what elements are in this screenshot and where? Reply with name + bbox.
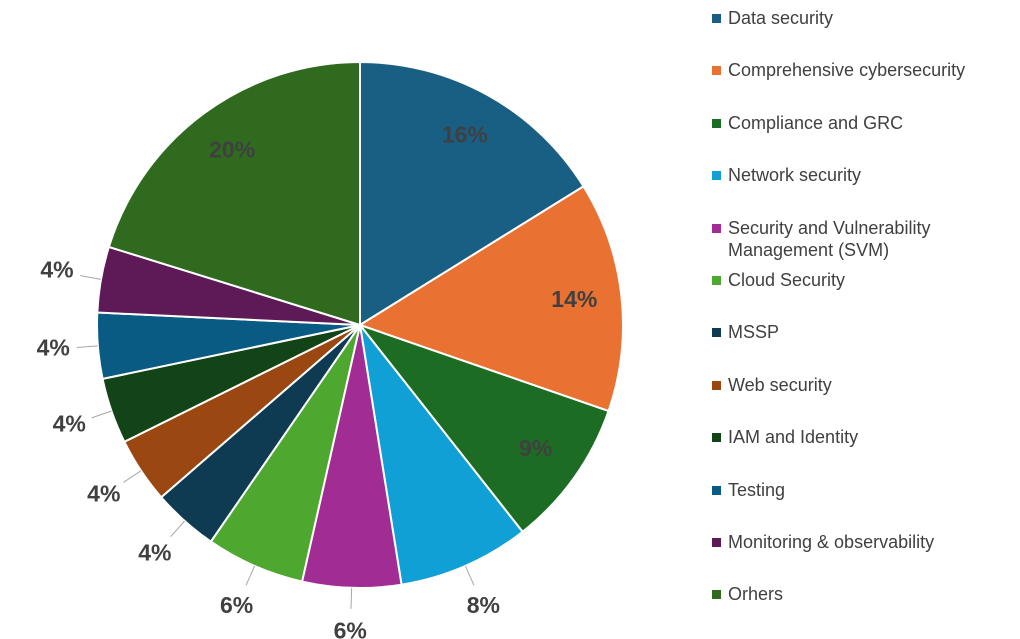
data-label: 9% bbox=[519, 435, 552, 461]
pie-slice bbox=[357, 322, 610, 534]
legend-label: Orhers bbox=[728, 584, 784, 605]
data-label: 4% bbox=[53, 411, 86, 437]
legend-swatch bbox=[712, 433, 721, 443]
pie-area: 16% 14% 9% 8% 6% 6% 4% 4% 4% 4% 4% 20% bbox=[37, 60, 624, 639]
legend-item: IAM and Identity bbox=[712, 426, 1012, 448]
legend-item: Web security bbox=[712, 374, 1012, 396]
pie-slice bbox=[357, 184, 624, 413]
legend-item: MSSP bbox=[712, 321, 1012, 343]
data-label: 6% bbox=[220, 592, 253, 618]
legend-swatch bbox=[712, 538, 721, 547]
legend-label: MSSP bbox=[728, 322, 780, 343]
legend-swatch bbox=[712, 276, 721, 285]
data-label: 8% bbox=[467, 592, 500, 618]
legend-label: Security and Vulnerability Management (S… bbox=[728, 217, 931, 260]
data-label: 16% bbox=[442, 122, 488, 148]
legend-item: Security and Vulnerability Management (S… bbox=[712, 217, 1012, 261]
legend-swatch bbox=[712, 590, 721, 600]
leader-line bbox=[464, 565, 475, 586]
legend-swatch bbox=[712, 223, 721, 233]
legend-swatch bbox=[712, 66, 721, 76]
legend-swatch bbox=[712, 14, 721, 23]
legend-item: Data security bbox=[712, 7, 1012, 29]
leader-line bbox=[80, 275, 102, 280]
data-label: 14% bbox=[551, 286, 597, 312]
legend-label: Cloud Security bbox=[728, 270, 846, 290]
legend-item: Network security bbox=[712, 164, 1012, 186]
data-label: 20% bbox=[209, 136, 255, 162]
legend-label: Web security bbox=[728, 374, 832, 395]
legend-item: Compliance and GRC bbox=[712, 112, 1012, 134]
legend-label: Testing bbox=[728, 479, 786, 500]
legend-label: IAM and Identity bbox=[728, 427, 859, 448]
legend-swatch bbox=[712, 380, 721, 390]
legend-label: Data security bbox=[728, 8, 834, 28]
legend-swatch bbox=[712, 171, 721, 181]
data-label: 4% bbox=[37, 334, 70, 360]
leader-line bbox=[350, 587, 353, 609]
leader-line bbox=[245, 565, 256, 586]
legend-item: Orhers bbox=[712, 583, 1012, 605]
leader-line bbox=[170, 520, 186, 538]
leader-line bbox=[76, 345, 98, 349]
leader-line bbox=[91, 410, 112, 419]
pie-slice bbox=[107, 60, 361, 327]
legend-item: Monitoring & observability bbox=[712, 531, 1012, 553]
legend-label: Compliance and GRC bbox=[728, 112, 904, 133]
data-label: 4% bbox=[138, 539, 171, 565]
data-label: 4% bbox=[87, 481, 120, 507]
legend-swatch bbox=[712, 328, 721, 338]
legend-item: Comprehensive cybersecurity bbox=[712, 59, 1012, 81]
legend-label: Network security bbox=[728, 165, 862, 186]
pie-slice bbox=[358, 321, 524, 586]
leader-line bbox=[123, 470, 142, 483]
legend-label: Comprehensive cybersecurity bbox=[728, 60, 966, 81]
data-label: 4% bbox=[40, 257, 73, 283]
pie-slice bbox=[359, 60, 585, 327]
legend-item: Cloud Security bbox=[712, 269, 1012, 291]
data-label: 6% bbox=[334, 618, 367, 639]
legend-swatch bbox=[712, 118, 721, 128]
legend-item: Testing bbox=[712, 479, 1012, 501]
legend-swatch bbox=[712, 485, 721, 495]
legend-label: Monitoring & observability bbox=[728, 532, 935, 552]
